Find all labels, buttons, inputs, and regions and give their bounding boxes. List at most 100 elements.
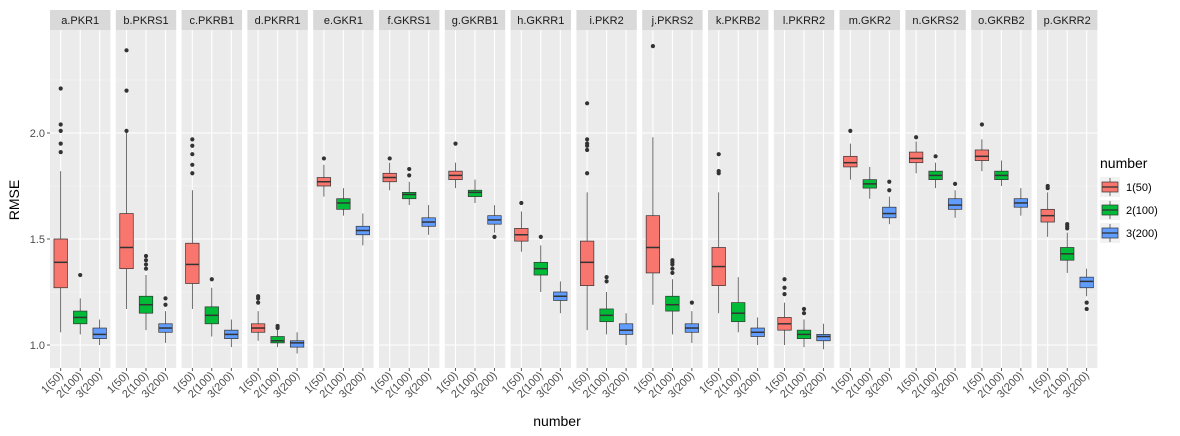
boxplot — [270, 323, 285, 348]
outlier-point — [782, 285, 787, 290]
facet-strip — [708, 10, 769, 30]
outlier-point — [124, 88, 129, 93]
facet-strip — [444, 10, 506, 30]
boxplot — [994, 160, 1009, 186]
box — [665, 295, 680, 312]
facet-strip-label: b.PKRS1 — [123, 15, 168, 27]
outlier-point — [801, 306, 807, 312]
outlier-point — [190, 171, 195, 176]
outlier-point — [190, 162, 195, 167]
box — [843, 155, 858, 168]
boxplot — [816, 323, 831, 350]
boxplot — [553, 281, 568, 314]
facet-strip-label: c.PKRB1 — [189, 15, 234, 27]
outlier-point — [58, 141, 63, 146]
outlier-point — [1084, 300, 1089, 305]
outlier-point — [979, 122, 985, 127]
boxplot — [421, 205, 436, 235]
box — [947, 198, 963, 210]
legend-title: number — [1100, 155, 1148, 171]
outlier-point — [1065, 222, 1070, 227]
outlier-point — [914, 135, 919, 140]
facet-strip — [839, 10, 900, 30]
outlier-point — [519, 200, 524, 206]
outlier-point — [933, 154, 938, 159]
boxplot — [777, 277, 792, 345]
facet-strip — [313, 10, 374, 30]
box — [270, 336, 285, 344]
box — [974, 149, 990, 161]
boxplot — [467, 179, 483, 203]
boxplot — [1040, 183, 1055, 237]
boxplot — [665, 258, 680, 335]
outlier-point — [604, 279, 609, 284]
y-tick-label: 1.5 — [30, 234, 45, 246]
outlier-point — [58, 86, 63, 91]
legend-item: 3(200) — [1100, 223, 1158, 243]
facet-strip-label: a.PKR1 — [61, 15, 99, 27]
legend-item: 2(100) — [1100, 200, 1158, 220]
outlier-point — [143, 253, 149, 259]
boxplot — [92, 319, 107, 345]
y-tick-label: 1.0 — [30, 340, 45, 352]
facet-strip — [773, 10, 835, 30]
outlier-point — [78, 272, 83, 278]
outlier-point — [124, 128, 129, 133]
outlier-point — [407, 173, 412, 178]
box — [53, 238, 68, 289]
outlier-point — [952, 181, 958, 186]
boxplot — [618, 313, 634, 345]
facet-strip — [971, 10, 1032, 30]
outlier-point — [58, 122, 63, 127]
boxplot — [974, 122, 990, 172]
legend-label: 1(50) — [1126, 182, 1152, 194]
boxplot — [711, 152, 726, 314]
outlier-point — [143, 258, 149, 263]
boxplot — [382, 156, 397, 191]
y-tick-label: 2.0 — [30, 128, 45, 140]
box — [467, 189, 483, 197]
facet-strip-label: g.GKRB1 — [452, 15, 498, 27]
outlier-point — [58, 128, 63, 133]
facet-strip-label: h.GKRR1 — [517, 15, 564, 27]
box — [909, 151, 924, 164]
box — [816, 334, 831, 342]
box — [289, 340, 305, 348]
panels-layer: a.PKR11(50)2(100)3(200)b.PKRS11(50)2(100… — [39, 10, 1098, 401]
outlier-point — [190, 137, 195, 142]
facet-strip — [510, 10, 571, 30]
box — [119, 213, 134, 270]
outlier-point — [801, 311, 807, 316]
box — [580, 240, 595, 286]
facet-strip-label: e.GKR1 — [324, 15, 363, 27]
outlier-point — [716, 152, 721, 157]
y-axis: 1.0 1.5 2.0 — [30, 128, 50, 352]
boxplot — [928, 154, 943, 189]
x-axis-title: number — [533, 413, 581, 429]
outlier-point — [670, 266, 675, 271]
outlier-point — [387, 156, 392, 161]
outlier-point — [407, 166, 412, 172]
boxplot — [1060, 222, 1075, 273]
boxplot — [599, 275, 614, 335]
facet-strip-label: d.PKRR1 — [255, 15, 301, 27]
outlier-point — [256, 294, 261, 299]
boxplot — [909, 135, 924, 174]
boxplot — [533, 234, 548, 292]
outlier-point — [538, 234, 543, 239]
boxplot — [402, 166, 417, 206]
boxplot — [882, 179, 897, 225]
boxplot — [580, 101, 595, 331]
boxplot — [684, 300, 699, 343]
legend-item: 1(50) — [1100, 177, 1152, 197]
box — [185, 242, 200, 284]
facet-strip-label: l.PKRR2 — [783, 15, 825, 27]
boxplot — [119, 48, 134, 309]
